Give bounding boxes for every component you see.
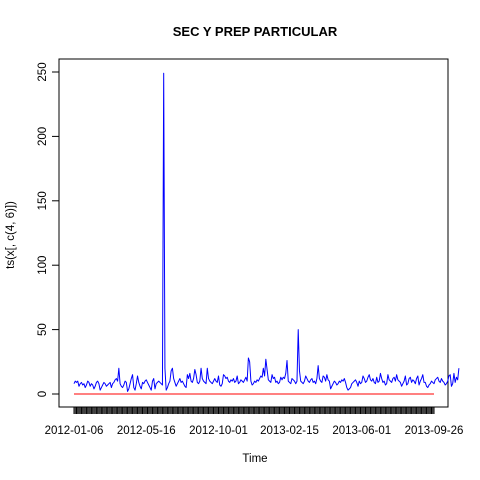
y-tick-label: 150	[37, 191, 49, 210]
series-line-1	[73, 72, 460, 392]
chart-title: SEC Y PREP PARTICULAR	[173, 24, 338, 39]
plot-frame	[58, 58, 449, 408]
x-axis: 2012-01-06 2012-05-16 2012-10-01 2013-02-15…	[45, 406, 464, 437]
series-layer	[73, 72, 460, 395]
y-axis: 0 50 100 150 200 250	[37, 62, 60, 397]
y-tick-label: 100	[37, 256, 49, 275]
x-tick-label: 2013-02-15	[260, 425, 319, 437]
x-axis-label: Time	[242, 453, 267, 465]
y-axis-label: ts(x[, c(4, 6)])	[5, 201, 17, 269]
x-tick-label: 2012-10-01	[189, 425, 248, 437]
x-tick-label: 2012-01-06	[45, 425, 104, 437]
y-tick-label: 200	[37, 127, 49, 146]
x-tick-label: 2012-05-16	[117, 425, 176, 437]
y-tick-label: 50	[37, 323, 49, 336]
y-tick-label: 250	[37, 62, 49, 81]
x-tick-label: 2013-09-26	[405, 425, 464, 437]
y-tick-label: 0	[37, 391, 49, 397]
x-tick-label: 2013-06-01	[332, 425, 391, 437]
